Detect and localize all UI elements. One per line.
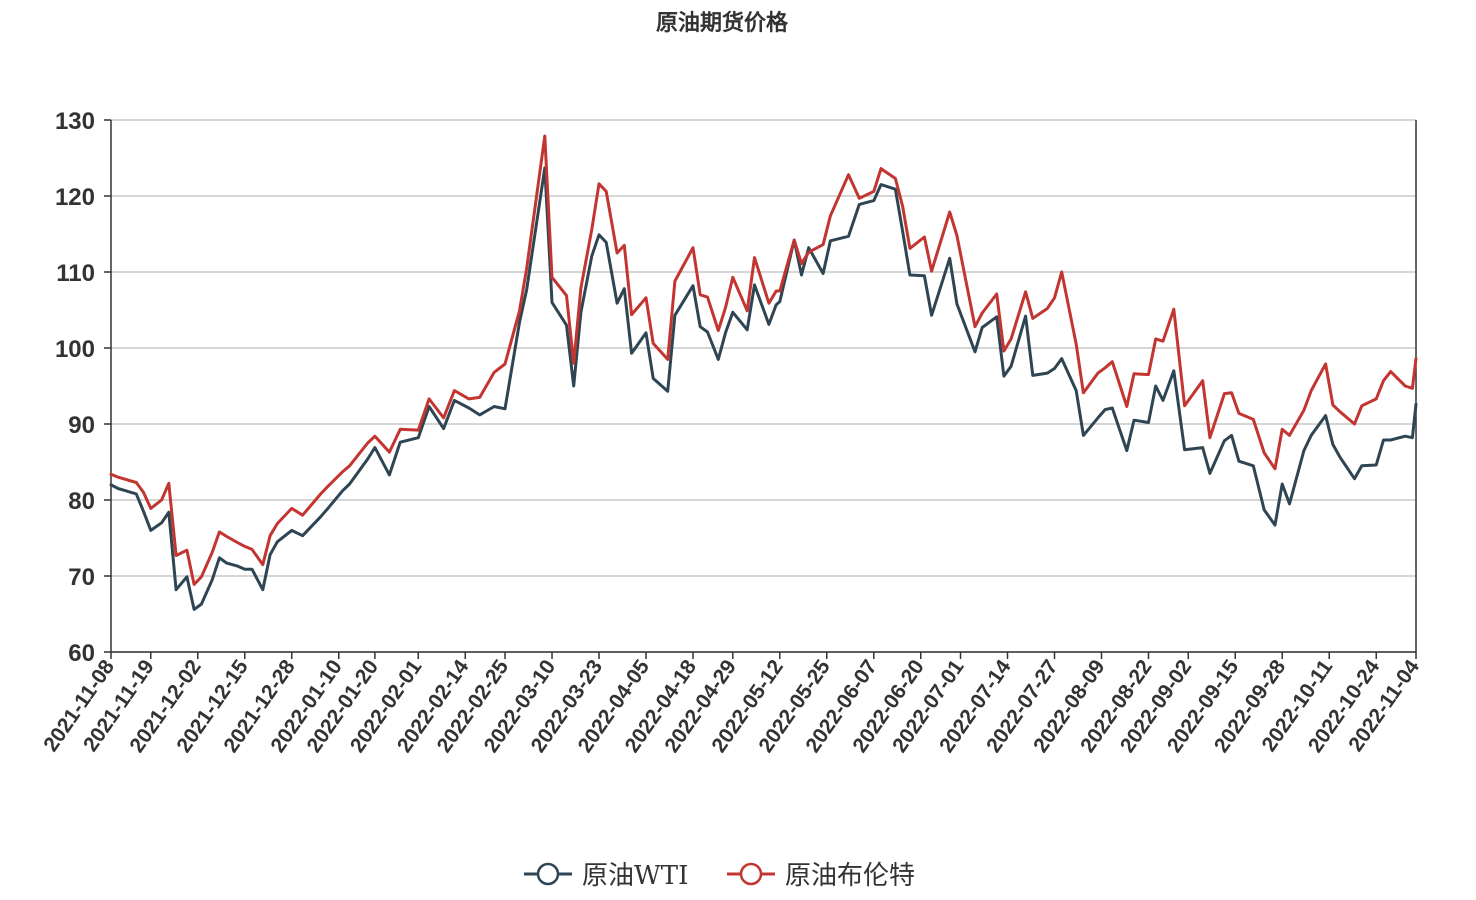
- legend-marker-icon: [536, 862, 560, 886]
- chart-title: 原油期货价格: [656, 10, 789, 36]
- legend-item-1[interactable]: 原油布伦特: [727, 861, 915, 891]
- y-tick-label: 80: [68, 488, 95, 515]
- y-tick-label: 110: [56, 260, 95, 287]
- series-line-1: [109, 134, 1418, 586]
- y-tick-label: 60: [68, 640, 95, 667]
- y-tick-label: 70: [68, 564, 95, 591]
- y-tick-label: 100: [55, 336, 95, 363]
- legend-item-0[interactable]: 原油WTI: [524, 861, 688, 891]
- y-axis: 60 70 80 90 100 110 120 130: [55, 108, 1417, 667]
- y-tick-label: 120: [55, 184, 95, 211]
- y-tick-label: 130: [55, 108, 95, 135]
- legend-marker-icon: [739, 862, 763, 886]
- legend-label: 原油WTI: [582, 861, 688, 891]
- x-axis: 2021-11-082021-11-192021-12-022021-12-15…: [39, 651, 1424, 757]
- series-layer: [109, 134, 1418, 611]
- y-tick-label: 90: [68, 412, 95, 439]
- grid: [111, 119, 1416, 653]
- series-line-0: [109, 166, 1418, 611]
- legend[interactable]: 原油WTI 原油布伦特: [524, 861, 915, 891]
- legend-label: 原油布伦特: [785, 861, 915, 891]
